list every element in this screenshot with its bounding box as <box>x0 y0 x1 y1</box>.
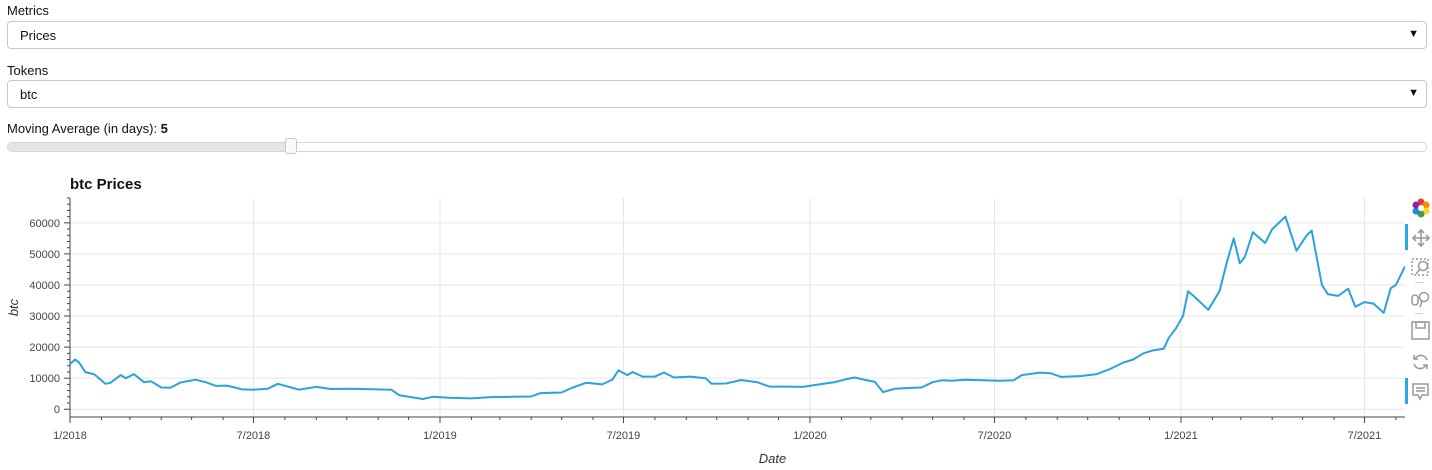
metrics-selected-value: Prices <box>20 28 57 43</box>
chart-title: btc Prices <box>70 176 142 193</box>
metrics-label: Metrics <box>7 3 49 18</box>
dropdown-arrow-icon: ▼ <box>1408 28 1419 40</box>
save-icon <box>1411 321 1430 340</box>
hover-icon <box>1412 383 1429 401</box>
x-tick-label: 1/2021 <box>1164 430 1198 442</box>
bokeh-logo-icon <box>1412 198 1430 218</box>
x-tick-label: 1/2019 <box>423 430 457 442</box>
wheel-zoom-icon <box>1411 291 1430 308</box>
moving-average-label: Moving Average (in days): 5 <box>7 121 168 136</box>
metrics-select[interactable]: Prices ▼ <box>7 21 1427 49</box>
x-axis-label: Date <box>759 451 786 466</box>
toolbar-divider <box>1415 282 1423 283</box>
y-axis-label: btc <box>6 298 21 316</box>
moving-average-slider[interactable] <box>7 142 1427 152</box>
y-tick-label: 40000 <box>29 280 60 292</box>
pan-icon <box>1411 228 1431 248</box>
toolbar-divider <box>1415 313 1423 314</box>
y-tick-label: 30000 <box>29 311 60 323</box>
x-tick-label: 1/2020 <box>793 430 827 442</box>
x-tick-label: 1/2018 <box>53 430 87 442</box>
y-tick-label: 50000 <box>29 249 60 261</box>
moving-average-value: 5 <box>160 121 168 136</box>
box-zoom-icon <box>1411 258 1429 276</box>
dropdown-arrow-icon: ▼ <box>1408 87 1419 99</box>
slider-handle[interactable] <box>285 138 297 154</box>
tokens-label: Tokens <box>7 63 49 78</box>
y-tick-label: 10000 <box>29 373 60 385</box>
wheel-zoom-tool[interactable] <box>1405 286 1432 312</box>
bokeh-logo[interactable] <box>1405 194 1432 220</box>
y-tick-label: 20000 <box>29 342 60 354</box>
x-tick-label: 7/2018 <box>237 430 271 442</box>
active-indicator <box>1405 224 1408 250</box>
tokens-selected-value: btc <box>20 87 38 102</box>
series-line <box>69 215 1405 400</box>
active-indicator <box>1405 378 1408 404</box>
slider-fill <box>8 143 292 151</box>
tokens-select[interactable]: btc ▼ <box>7 80 1427 108</box>
save-tool[interactable] <box>1405 317 1432 343</box>
y-tick-label: 60000 <box>29 218 60 230</box>
box-zoom-tool[interactable] <box>1405 254 1432 280</box>
reset-icon <box>1413 354 1428 370</box>
pan-tool[interactable] <box>1405 224 1432 250</box>
reset-tool[interactable] <box>1405 348 1432 374</box>
x-tick-label: 7/2020 <box>978 430 1012 442</box>
chart-plot[interactable]: 0 10000 20000 30000 40000 50000 60000 1/2018 7/2… <box>0 190 1405 470</box>
moving-average-title: Moving Average (in days): <box>7 121 161 136</box>
y-tick-label: 0 <box>54 404 60 416</box>
x-tick-label: 7/2019 <box>607 430 641 442</box>
hover-tool[interactable] <box>1405 378 1432 404</box>
x-tick-label: 7/2021 <box>1348 430 1382 442</box>
axes: 0 10000 20000 30000 40000 50000 60000 1/2018 7/2… <box>29 197 1405 442</box>
